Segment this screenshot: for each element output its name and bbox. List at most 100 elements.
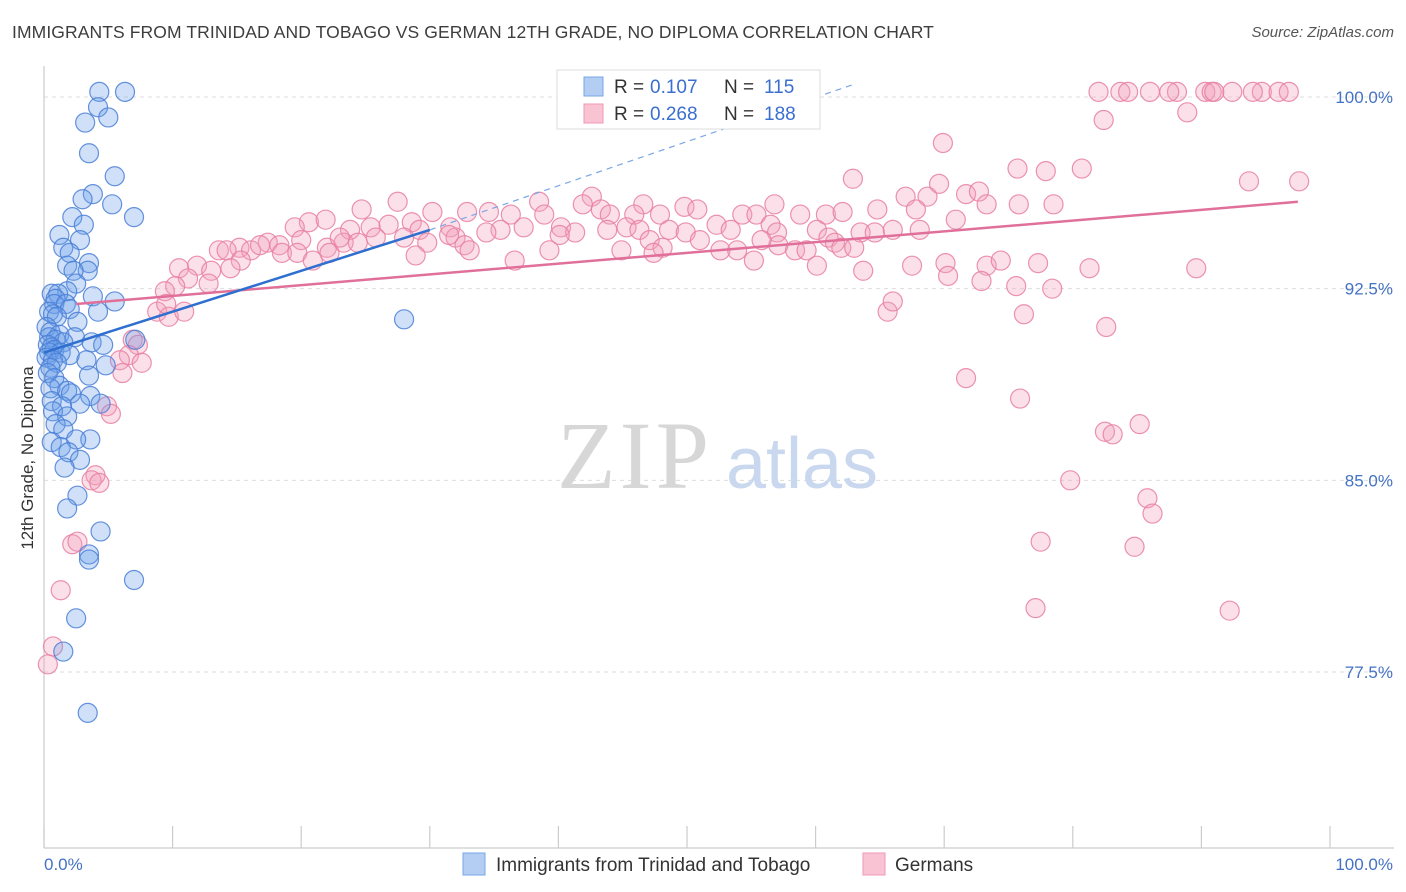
- immigrant-point-54: [76, 350, 97, 371]
- german-point-111: [459, 240, 480, 261]
- german-point-54: [867, 199, 888, 220]
- legend: R = 0.107 N = 115 R = 0.268 N = 188: [556, 69, 821, 130]
- german-point-11: [1278, 81, 1299, 102]
- german-point-45: [534, 204, 555, 225]
- y-tick-label-3: 77.5%: [1345, 663, 1393, 682]
- immigrant-point-34: [46, 306, 67, 327]
- immigrant-point-11: [62, 207, 83, 228]
- german-point-64: [440, 217, 461, 238]
- german-point-15: [1177, 102, 1198, 123]
- german-point-108: [417, 232, 438, 253]
- german-point-173: [81, 470, 102, 491]
- immigrant-point-86: [123, 569, 145, 591]
- german-point-170: [1102, 424, 1123, 445]
- series-immigrants: [36, 81, 415, 723]
- german-point-71: [629, 219, 650, 240]
- german-point-101: [269, 235, 290, 256]
- bottom-legend-label-immigrants: Immigrants from Trinidad and Tobago: [496, 855, 810, 876]
- german-point-2: [1117, 81, 1139, 102]
- german-point-133: [806, 255, 827, 276]
- german-point-56: [945, 209, 966, 230]
- german-point-27: [976, 194, 997, 215]
- german-point-25: [968, 181, 990, 202]
- immigrant-point-19: [77, 260, 98, 281]
- immigrant-point-3: [75, 112, 96, 133]
- german-point-147: [971, 270, 992, 292]
- immigrant-point-42: [125, 329, 146, 350]
- legend-n-label-germans: N =: [724, 104, 759, 125]
- immigrant-point-31: [87, 301, 109, 322]
- german-point-139: [1027, 253, 1049, 274]
- german-point-109: [438, 224, 460, 246]
- german-point-19: [1238, 171, 1260, 192]
- watermark: ZIP atlas: [557, 402, 878, 509]
- x-tick-label-1: 100.0%: [1335, 855, 1393, 874]
- german-point-185: [1219, 600, 1240, 621]
- german-point-100: [249, 235, 271, 256]
- immigrant-point-67: [69, 393, 91, 414]
- german-point-92: [689, 230, 710, 251]
- immigrant-point-20: [63, 260, 84, 281]
- grid-lines: [44, 96, 1394, 673]
- german-point-121: [208, 240, 229, 261]
- german-point-171: [1060, 470, 1081, 491]
- german-point-124: [201, 260, 222, 281]
- chart-title: IMMIGRANTS FROM TRINIDAD AND TOBAGO VS G…: [12, 22, 934, 42]
- german-point-131: [643, 242, 664, 263]
- immigrant-point-68: [90, 393, 111, 414]
- immigrant-point-83: [90, 521, 111, 542]
- immigrant-point-33: [42, 304, 64, 325]
- german-point-17: [1071, 158, 1092, 179]
- immigrant-point-30: [59, 299, 80, 320]
- german-point-66: [513, 217, 534, 238]
- german-point-34: [572, 194, 593, 215]
- german-point-162: [131, 352, 152, 373]
- german-point-14: [1093, 109, 1114, 131]
- german-point-42: [456, 201, 478, 223]
- german-point-40: [351, 199, 372, 220]
- legend-swatch-germans: [583, 103, 604, 124]
- immigrant-point-8: [72, 189, 93, 210]
- data-points: [36, 81, 1310, 723]
- trend-line-immigrants: [43, 228, 431, 354]
- immigrant-point-88: [53, 641, 74, 662]
- german-point-157: [1096, 316, 1117, 338]
- german-point-88: [347, 232, 368, 253]
- german-point-31: [764, 194, 785, 215]
- german-point-156: [1013, 304, 1035, 325]
- axes: [43, 66, 1394, 849]
- german-point-119: [796, 240, 817, 261]
- german-point-135: [901, 255, 923, 276]
- german-point-145: [220, 258, 241, 279]
- german-point-138: [990, 250, 1011, 271]
- german-point-117: [751, 230, 772, 251]
- german-point-55: [905, 199, 927, 220]
- german-point-21: [1007, 158, 1028, 179]
- german-point-70: [616, 217, 637, 238]
- legend-r-label-germans: R =: [614, 104, 649, 125]
- y-tick-label-1: 92.5%: [1345, 280, 1393, 299]
- immigrant-point-35: [67, 311, 88, 332]
- german-point-127: [230, 250, 251, 271]
- german-point-43: [478, 201, 500, 223]
- immigrant-point-9: [102, 194, 123, 215]
- bottom-legend-label-germans: Germans: [895, 855, 973, 876]
- german-point-181: [50, 580, 71, 601]
- german-point-23: [928, 173, 950, 194]
- german-point-163: [112, 362, 133, 384]
- german-point-91: [639, 230, 660, 251]
- german-point-4: [1166, 81, 1188, 102]
- trend-line-immigrants-extension: [429, 83, 855, 231]
- legend-r-value-germans: 0.268: [650, 104, 698, 125]
- german-point-24: [955, 184, 977, 205]
- german-point-8: [1222, 81, 1243, 102]
- german-point-5: [1159, 81, 1180, 102]
- german-point-149: [1042, 278, 1063, 299]
- german-point-168: [1129, 414, 1150, 435]
- german-point-59: [339, 219, 361, 240]
- german-point-130: [504, 250, 525, 271]
- german-point-3: [1139, 81, 1161, 102]
- german-point-164: [955, 368, 977, 389]
- immigrant-point-84: [78, 544, 100, 565]
